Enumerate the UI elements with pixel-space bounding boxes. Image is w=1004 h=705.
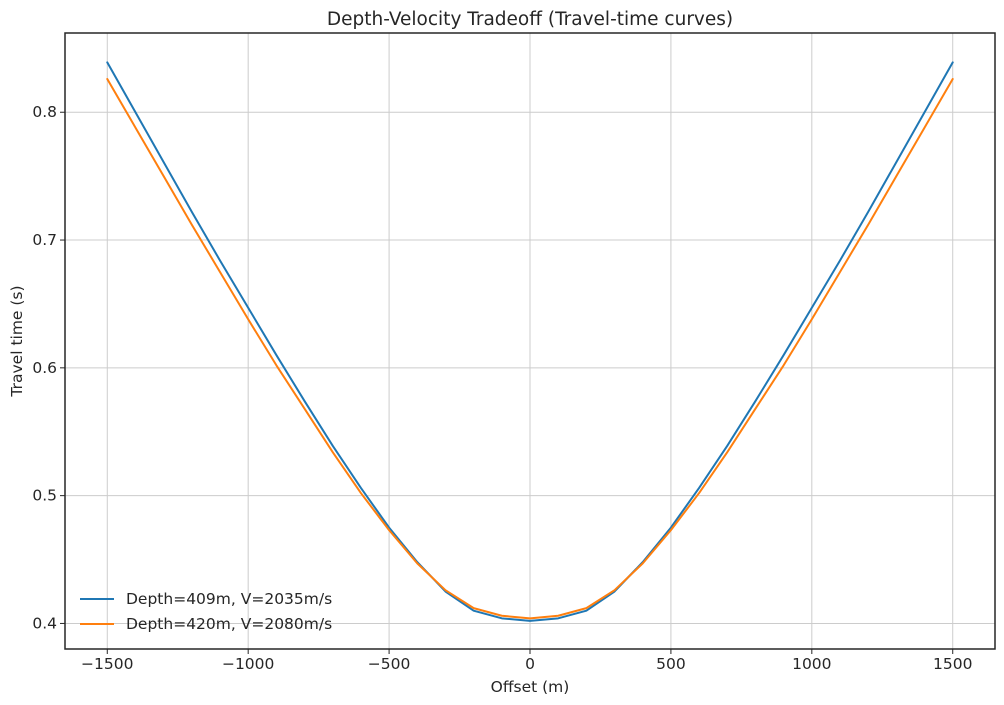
y-tick-label: 0.8 [32, 103, 57, 121]
x-axis-label: Offset (m) [491, 678, 570, 696]
x-tick-label: 1000 [792, 655, 831, 673]
x-tick-label: 0 [525, 655, 535, 673]
x-tick-label: −1500 [81, 655, 133, 673]
legend-label-1: Depth=409m, V=2035m/s [126, 590, 332, 608]
x-tick-label: 1500 [933, 655, 972, 673]
y-tick-label: 0.6 [32, 359, 57, 377]
legend-label-2: Depth=420m, V=2080m/s [126, 615, 332, 633]
series-layer [106, 61, 954, 622]
legend: Depth=409m, V=2035m/s Depth=420m, V=2080m… [80, 590, 332, 633]
series-line-1 [106, 61, 954, 622]
horizontal-gridlines [65, 111, 995, 624]
x-tick-label: −1000 [222, 655, 274, 673]
x-axis-ticks: −1500 −1000 −500 0 500 1000 1500 [81, 649, 972, 673]
y-axis-ticks: 0.4 0.5 0.6 0.7 0.8 [32, 103, 65, 632]
x-tick-label: 500 [656, 655, 686, 673]
y-tick-label: 0.4 [32, 614, 57, 632]
chart-title: Depth-Velocity Tradeoff (Travel-time cur… [327, 9, 733, 30]
series-line-2 [106, 78, 954, 620]
y-tick-label: 0.7 [32, 231, 57, 249]
y-tick-label: 0.5 [32, 487, 57, 505]
x-tick-label: −500 [368, 655, 411, 673]
y-axis-label: Travel time (s) [8, 285, 26, 397]
vertical-gridlines [106, 33, 954, 649]
